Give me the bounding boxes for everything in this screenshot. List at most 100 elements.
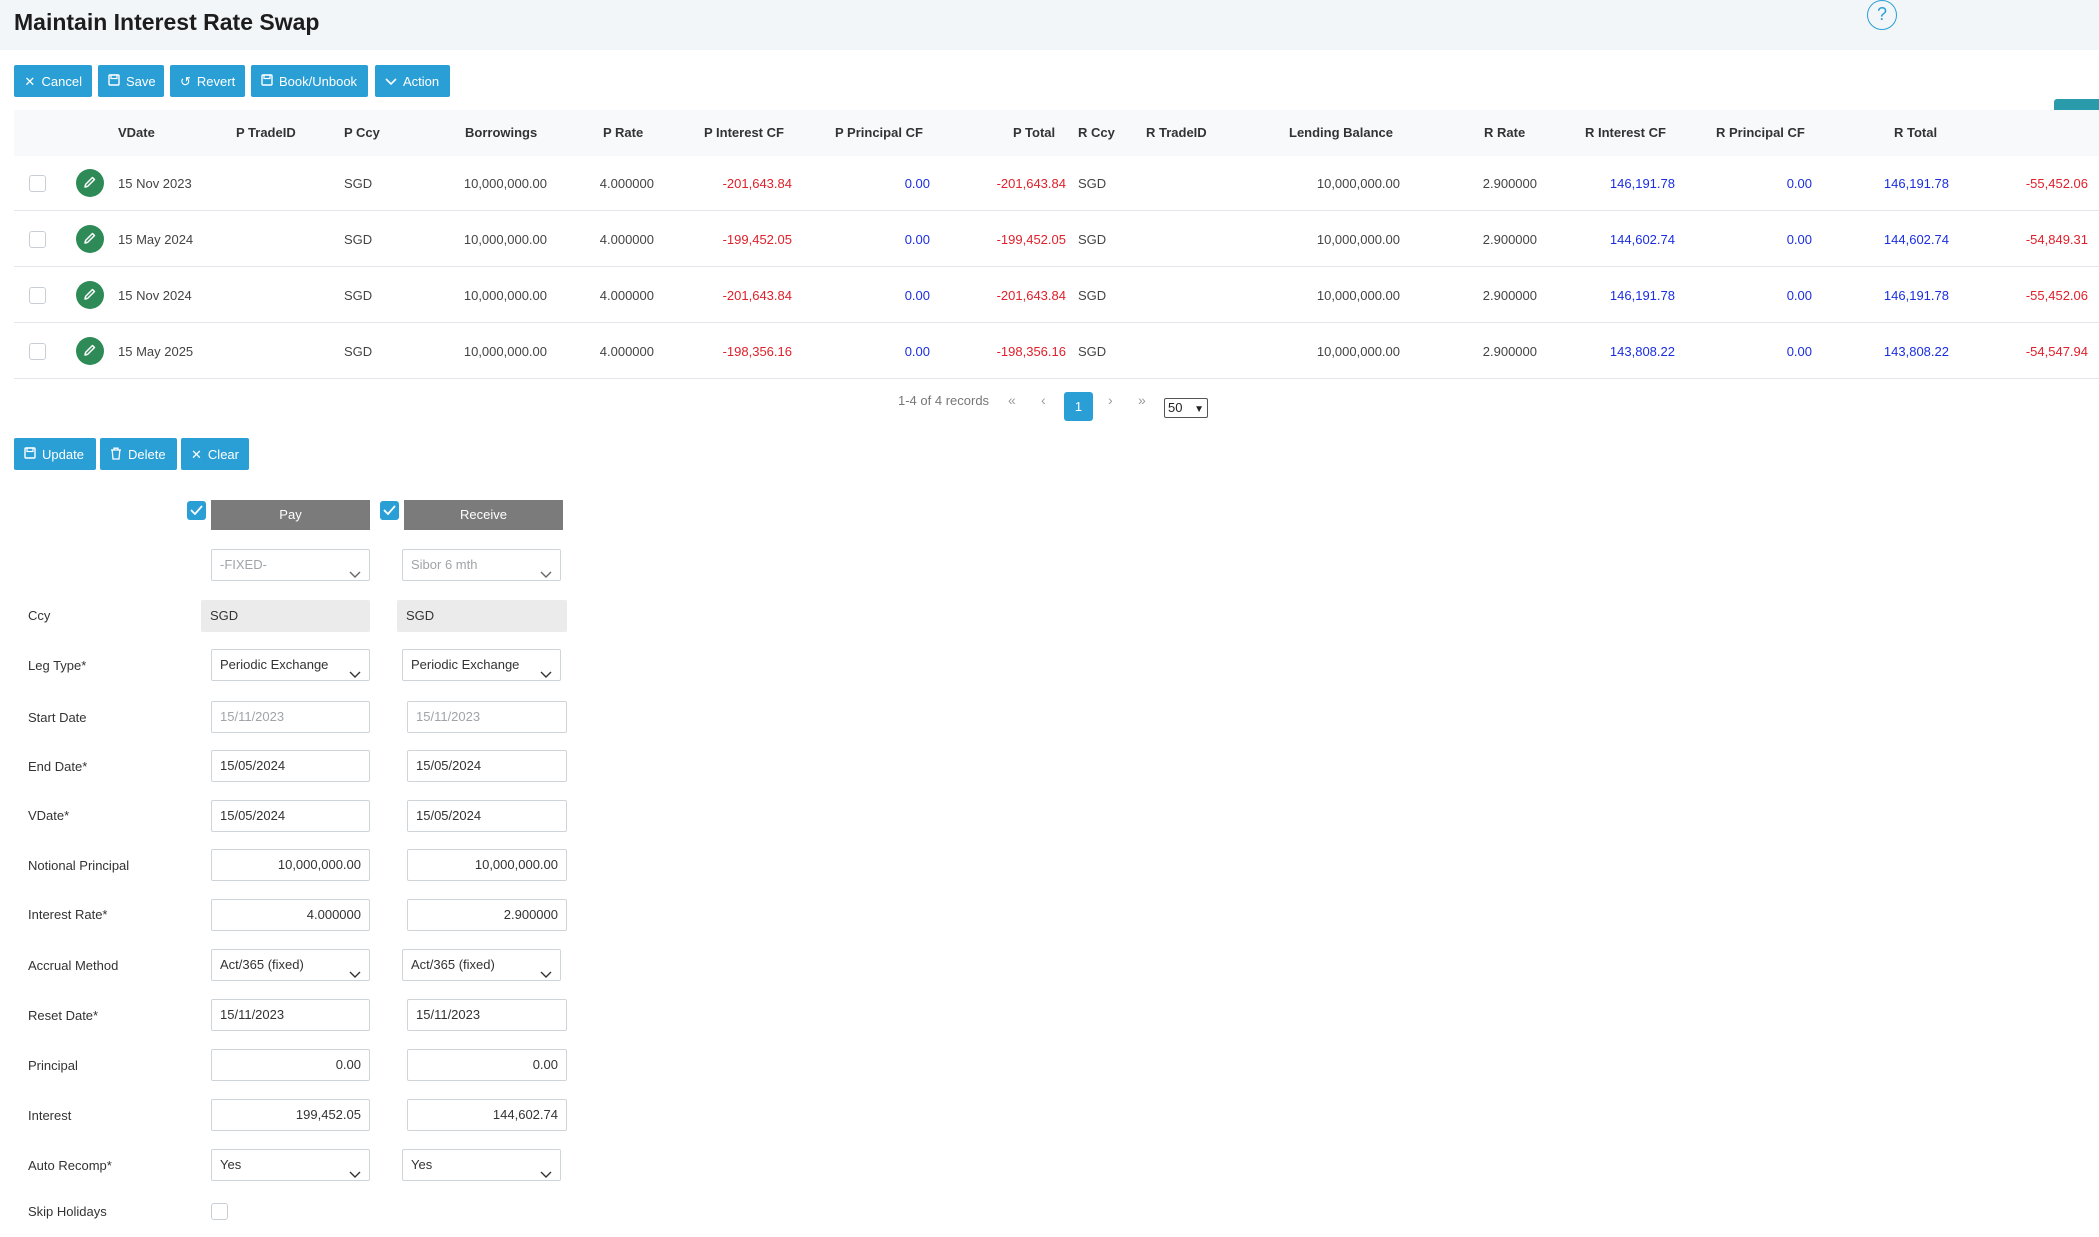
col-p-tradeid[interactable]: P TradeID (236, 125, 296, 140)
accrual-method-label: Accrual Method (28, 958, 119, 973)
prev-page-icon[interactable]: ‹ (1041, 392, 1046, 408)
table-row[interactable]: 15 Nov 2024 SGD 10,000,000.00 4.000000 -… (14, 268, 2099, 323)
cell-r-ccy: SGD (1078, 232, 1107, 247)
pay-vdate-field[interactable]: 15/05/2024 (211, 800, 370, 832)
table-row[interactable]: 15 May 2025 SGD 10,000,000.00 4.000000 -… (14, 324, 2099, 379)
action-button[interactable]: Action (375, 65, 450, 97)
receive-leg-type-select[interactable]: Periodic Exchange (402, 649, 561, 681)
receive-auto-recomp-select[interactable]: Yes (402, 1149, 561, 1181)
pay-reset-date-field[interactable]: 15/11/2023 (211, 999, 370, 1031)
col-p-total[interactable]: P Total (1013, 125, 1056, 140)
end-date-label: End Date* (28, 759, 88, 774)
table-row[interactable]: 15 May 2024 SGD 10,000,000.00 4.000000 -… (14, 212, 2099, 267)
edit-row-button[interactable] (76, 337, 104, 365)
col-lending-balance[interactable]: Lending Balance (1289, 125, 1394, 140)
help-icon[interactable]: ? (1867, 0, 1897, 30)
cell-p-principal-cf: 0.00 (904, 344, 930, 359)
receive-interest-field[interactable]: 144,602.74 (407, 1099, 567, 1131)
pay-leg-type-select[interactable]: Periodic Exchange (211, 649, 370, 681)
delete-button[interactable]: Delete (100, 438, 177, 470)
col-r-rate[interactable]: R Rate (1484, 125, 1526, 140)
first-page-icon[interactable]: « (1008, 392, 1016, 408)
receive-leg-header: Receive (404, 500, 563, 530)
pay-principal-field[interactable]: 0.00 (211, 1049, 370, 1081)
pay-start-date-field: 15/11/2023 (211, 701, 370, 733)
next-page-icon[interactable]: › (1108, 392, 1113, 408)
check-icon (383, 503, 396, 518)
receive-principal-field[interactable]: 0.00 (407, 1049, 567, 1081)
revert-button[interactable]: ↺ Revert (170, 65, 245, 97)
col-r-ccy[interactable]: R Ccy (1078, 125, 1115, 140)
receive-reset-date-field[interactable]: 15/11/2023 (407, 999, 567, 1031)
receive-interest-rate-field[interactable]: 2.900000 (407, 899, 567, 931)
col-p-rate[interactable]: P Rate (603, 125, 644, 140)
cell-p-ccy: SGD (344, 232, 373, 247)
page-size-select[interactable]: 50 ▼ (1164, 398, 1208, 418)
col-p-principal-cf[interactable]: P Principal CF (835, 125, 923, 140)
cell-p-ccy: SGD (344, 288, 373, 303)
receive-notional-principal-field[interactable]: 10,000,000.00 (407, 849, 567, 881)
cashflow-grid: VDate P TradeID P Ccy Borrowings P Rate … (14, 110, 2099, 379)
trash-icon (110, 447, 122, 462)
cancel-button[interactable]: ✕ Cancel (14, 65, 92, 97)
chevron-down-icon: ▼ (1194, 404, 1204, 415)
col-r-principal-cf[interactable]: R Principal CF (1716, 125, 1805, 140)
page-title: Maintain Interest Rate Swap (14, 9, 320, 35)
receive-start-date-field: 15/11/2023 (407, 701, 567, 733)
pay-leg-checkbox[interactable] (187, 501, 206, 520)
table-row[interactable]: 15 Nov 2023 SGD 10,000,000.00 4.000000 -… (14, 156, 2099, 211)
col-r-tradeid[interactable]: R TradeID (1146, 125, 1207, 140)
receive-leg-checkbox[interactable] (380, 501, 399, 520)
row-checkbox[interactable] (29, 175, 46, 192)
row-checkbox[interactable] (29, 231, 46, 248)
edit-row-button[interactable] (76, 281, 104, 309)
chevron-down-icon (540, 960, 552, 990)
update-button[interactable]: Update (14, 438, 96, 470)
close-icon: ✕ (24, 73, 36, 89)
pay-index-select[interactable]: -FIXED- (211, 549, 370, 581)
edit-row-button[interactable] (76, 169, 104, 197)
book-unbook-button[interactable]: Book/Unbook (251, 65, 368, 97)
start-date-label: Start Date (28, 710, 87, 725)
save-icon (261, 74, 273, 88)
receive-vdate-field[interactable]: 15/05/2024 (407, 800, 567, 832)
cell-r-principal-cf: 0.00 (1786, 288, 1812, 303)
last-page-icon[interactable]: » (1138, 392, 1146, 408)
pay-interest-rate-field[interactable]: 4.000000 (211, 899, 370, 931)
pencil-icon (83, 231, 97, 248)
pay-end-date-field[interactable]: 15/05/2024 (211, 750, 370, 782)
pay-accrual-method-select[interactable]: Act/365 (fixed) (211, 949, 370, 981)
pay-interest-field[interactable]: 199,452.05 (211, 1099, 370, 1131)
save-button[interactable]: Save (98, 65, 164, 97)
cell-r-interest-cf: 146,191.78 (1609, 288, 1675, 303)
pay-notional-principal-field[interactable]: 10,000,000.00 (211, 849, 370, 881)
clear-button[interactable]: ✕ Clear (181, 438, 249, 470)
page-button-current[interactable]: 1 (1064, 392, 1093, 421)
cell-p-total: -201,643.84 (996, 176, 1066, 191)
row-checkbox[interactable] (29, 287, 46, 304)
pencil-icon (83, 175, 97, 192)
edit-row-button[interactable] (76, 225, 104, 253)
cell-p-rate: 4.000000 (599, 344, 654, 359)
pay-auto-recomp-select[interactable]: Yes (211, 1149, 370, 1181)
receive-index-select[interactable]: Sibor 6 mth (402, 549, 561, 581)
row-checkbox[interactable] (29, 343, 46, 360)
skip-holidays-checkbox[interactable] (211, 1203, 228, 1220)
col-p-interest-cf[interactable]: P Interest CF (704, 125, 784, 140)
cell-p-interest-cf: -201,643.84 (722, 176, 792, 191)
cell-r-rate: 2.900000 (1482, 232, 1537, 247)
col-r-total[interactable]: R Total (1894, 125, 1938, 140)
cell-r-ccy: SGD (1078, 176, 1107, 191)
notional-principal-label: Notional Principal (28, 858, 130, 873)
cell-p-rate: 4.000000 (599, 232, 654, 247)
cell-p-ccy: SGD (344, 176, 373, 191)
col-p-ccy[interactable]: P Ccy (344, 125, 380, 140)
cell-net: -55,452.06 (2025, 288, 2088, 303)
cell-borrowings: 10,000,000.00 (463, 176, 547, 191)
receive-accrual-method-select[interactable]: Act/365 (fixed) (402, 949, 561, 981)
receive-end-date-field[interactable]: 15/05/2024 (407, 750, 567, 782)
col-borrowings[interactable]: Borrowings (465, 125, 538, 140)
col-vdate[interactable]: VDate (118, 125, 155, 140)
pencil-icon (83, 343, 97, 360)
col-r-interest-cf[interactable]: R Interest CF (1585, 125, 1666, 140)
